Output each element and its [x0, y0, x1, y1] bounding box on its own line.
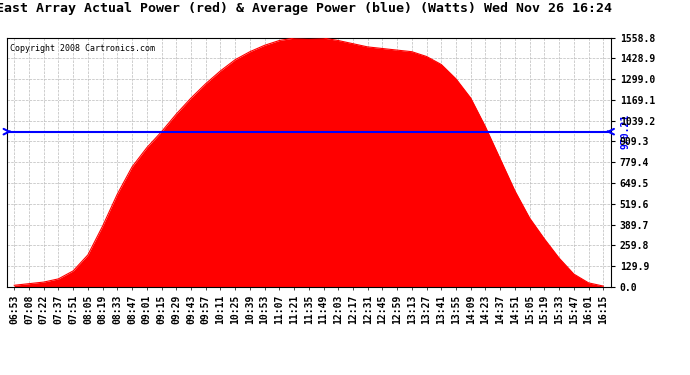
Text: 970.21: 970.21 — [620, 114, 631, 149]
Text: Copyright 2008 Cartronics.com: Copyright 2008 Cartronics.com — [10, 44, 155, 53]
Text: East Array Actual Power (red) & Average Power (blue) (Watts) Wed Nov 26 16:24: East Array Actual Power (red) & Average … — [0, 2, 611, 15]
